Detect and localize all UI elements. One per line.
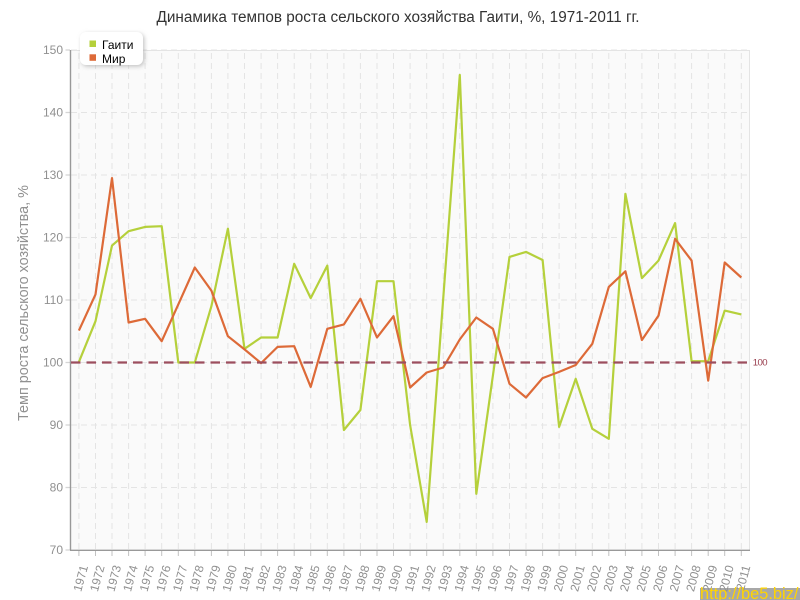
svg-text:2007: 2007: [667, 563, 688, 593]
svg-text:1992: 1992: [418, 563, 439, 593]
svg-text:1973: 1973: [104, 563, 125, 593]
svg-text:1987: 1987: [336, 563, 357, 593]
svg-text:1998: 1998: [518, 563, 539, 593]
svg-text:Динамика темпов роста сельског: Динамика темпов роста сельского хозяйств…: [156, 9, 639, 26]
svg-text:2005: 2005: [634, 563, 655, 593]
svg-text:1978: 1978: [186, 563, 207, 593]
svg-text:Гаити: Гаити: [102, 38, 133, 52]
svg-text:1999: 1999: [534, 563, 555, 593]
svg-text:1997: 1997: [501, 563, 522, 593]
svg-text:1980: 1980: [220, 563, 241, 593]
svg-text:1983: 1983: [269, 563, 290, 593]
svg-text:1995: 1995: [468, 563, 489, 593]
svg-text:1996: 1996: [485, 563, 506, 593]
svg-text:2010: 2010: [716, 563, 737, 593]
svg-text:1993: 1993: [435, 563, 456, 593]
svg-text:1977: 1977: [170, 563, 191, 593]
svg-text:http://be5.biz/: http://be5.biz/: [700, 585, 799, 600]
svg-text:80: 80: [50, 481, 64, 495]
svg-text:90: 90: [50, 418, 64, 432]
svg-text:1986: 1986: [319, 563, 340, 593]
svg-text:1988: 1988: [352, 563, 373, 593]
svg-text:1975: 1975: [137, 563, 158, 593]
svg-text:1979: 1979: [203, 563, 224, 593]
svg-text:100: 100: [753, 358, 767, 369]
svg-text:1990: 1990: [385, 563, 406, 593]
svg-text:1989: 1989: [369, 563, 390, 593]
svg-text:110: 110: [44, 293, 63, 307]
svg-text:Темп роста сельского хозяйства: Темп роста сельского хозяйства, %: [16, 185, 32, 421]
svg-text:70: 70: [50, 543, 64, 557]
svg-text:2001: 2001: [567, 563, 588, 593]
svg-text:100: 100: [43, 356, 63, 370]
svg-text:1991: 1991: [402, 563, 423, 593]
svg-text:2002: 2002: [584, 563, 605, 593]
svg-text:2006: 2006: [650, 563, 671, 593]
svg-text:130: 130: [43, 168, 63, 182]
svg-text:120: 120: [43, 231, 63, 245]
svg-text:2011: 2011: [733, 563, 753, 592]
svg-text:1971: 1971: [71, 563, 92, 593]
svg-text:2000: 2000: [551, 563, 572, 593]
svg-text:1972: 1972: [87, 563, 108, 593]
svg-text:1994: 1994: [451, 563, 472, 593]
svg-text:1974: 1974: [120, 563, 141, 593]
svg-text:2009: 2009: [700, 563, 721, 593]
svg-text:2004: 2004: [617, 563, 638, 593]
svg-text:1982: 1982: [253, 563, 274, 593]
svg-text:1981: 1981: [236, 563, 257, 593]
svg-text:Мир: Мир: [102, 52, 126, 66]
svg-text:140: 140: [43, 106, 63, 120]
svg-text:150: 150: [43, 43, 63, 57]
svg-text:1984: 1984: [286, 563, 307, 593]
svg-text:2003: 2003: [600, 563, 621, 593]
svg-text:2008: 2008: [683, 563, 704, 593]
svg-text:1985: 1985: [302, 563, 323, 593]
svg-text:1976: 1976: [153, 563, 174, 593]
